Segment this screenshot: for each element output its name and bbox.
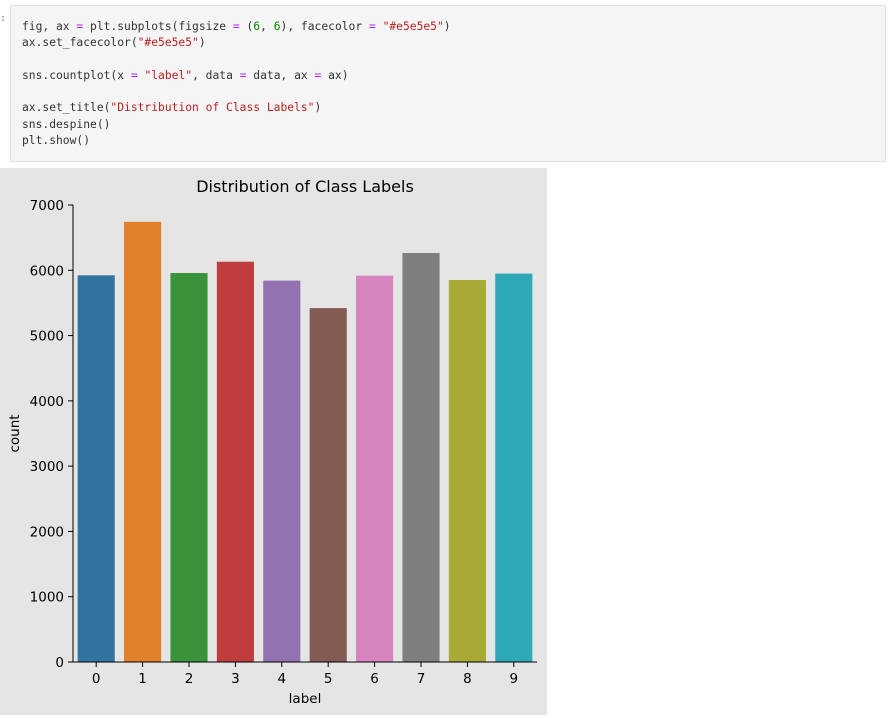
code-token: ), facecolor [281,20,369,33]
x-axis-label: label [289,691,322,707]
code-editor[interactable]: fig, ax = plt.subplots(figsize = (6, 6),… [22,19,451,149]
bar-label-2 [170,273,207,662]
code-token: ( [240,20,254,33]
code-token: = [233,20,240,33]
bar-label-9 [495,274,532,662]
code-token: = [131,69,138,82]
code-token: = [369,20,376,33]
code-line: plt.show() [22,133,451,149]
y-tick-label: 7000 [30,198,64,214]
y-tick-label: 3000 [30,459,64,475]
code-cell[interactable]: fig, ax = plt.subplots(figsize = (6, 6),… [10,5,886,162]
bar-label-5 [310,308,347,662]
cell-prompt-marker: : [0,12,6,26]
code-token: sns.countplot(x [22,69,131,82]
code-token: "label" [144,69,192,82]
code-line [22,52,451,68]
x-tick-label: 3 [231,671,240,687]
code-token: ) [199,36,206,49]
code-token: fig, ax [22,20,76,33]
code-token: plt.show() [22,134,90,147]
x-tick-label: 4 [278,671,287,687]
y-tick-label: 5000 [30,329,64,345]
bar-label-7 [402,253,439,662]
x-tick-label: 9 [510,671,519,687]
bar-label-1 [124,222,161,662]
code-line: sns.countplot(x = "label", data = data, … [22,68,451,84]
code-token: sns.despine() [22,118,110,131]
code-token: , [260,20,274,33]
code-line [22,84,451,100]
chart-output: 0 1000 2000 3000 4000 5000 6000 7000 0 1 2 3 4 5 6 7 8 9 D… [0,168,547,715]
bar-label-6 [356,276,393,662]
code-token: ax.set_facecolor( [22,36,138,49]
bar-label-3 [217,262,254,662]
bar-label-0 [78,275,115,662]
code-line: fig, ax = plt.subplots(figsize = (6, 6),… [22,19,451,35]
x-tick-label: 5 [324,671,333,687]
code-line: ax.set_title("Distribution of Class Labe… [22,100,451,116]
x-tick-label: 2 [185,671,194,687]
x-tick-label: 0 [92,671,101,687]
code-token: ) [314,101,321,114]
x-tick-label: 1 [138,671,147,687]
code-token: ax) [321,69,348,82]
code-token: plt.subplots(figsize [83,20,233,33]
code-token: data, ax [246,69,314,82]
bar-label-8 [449,280,486,662]
chart-title: Distribution of Class Labels [196,177,414,196]
code-token [376,20,383,33]
y-tick-label: 6000 [30,263,64,279]
y-tick-label: 4000 [30,394,64,410]
bar-label-4 [263,281,300,662]
x-tick-label: 7 [417,671,426,687]
y-tick-label: 0 [55,655,64,671]
x-tick-label: 8 [463,671,472,687]
code-token: ax.set_title( [22,101,110,114]
code-token: "Distribution of Class Labels" [110,101,314,114]
y-tick-label: 1000 [30,590,64,606]
code-token: 6 [274,20,281,33]
y-axis-label: count [7,414,23,452]
y-tick-label: 2000 [30,524,64,540]
code-line: ax.set_facecolor("#e5e5e5") [22,35,451,51]
code-token: "#e5e5e5" [138,36,199,49]
code-line: sns.despine() [22,117,451,133]
code-token: , data [192,69,240,82]
countplot-chart: 0 1000 2000 3000 4000 5000 6000 7000 0 1 2 3 4 5 6 7 8 9 D… [0,168,547,715]
x-tick-label: 6 [370,671,379,687]
code-token: ) [444,20,451,33]
code-token: "#e5e5e5" [383,20,444,33]
